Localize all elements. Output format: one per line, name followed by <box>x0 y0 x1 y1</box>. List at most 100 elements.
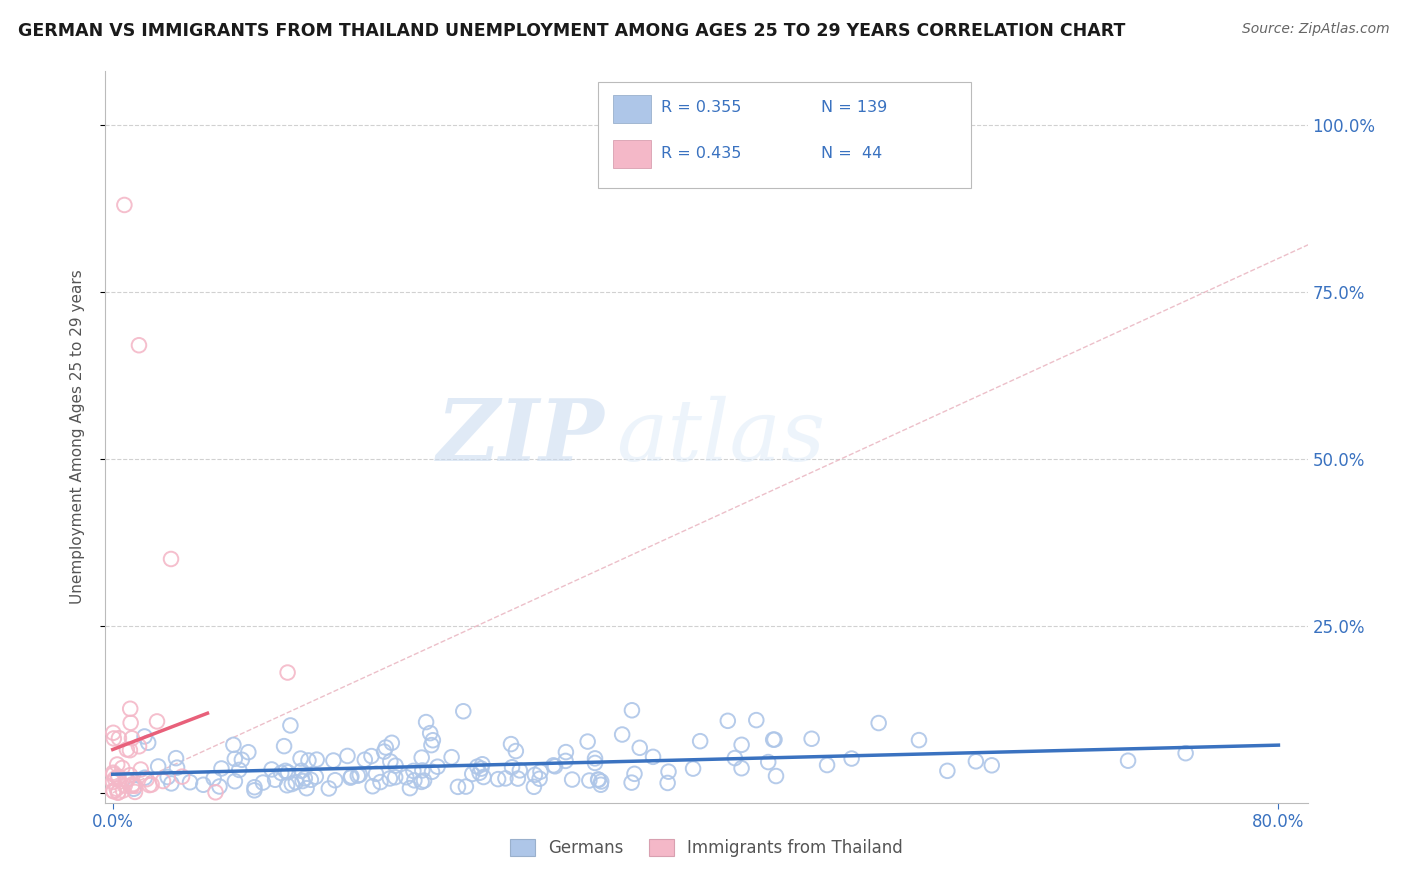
Point <box>370 775 392 789</box>
Point <box>104 772 127 786</box>
Point <box>641 749 664 764</box>
Point <box>204 785 226 799</box>
Point <box>121 778 143 792</box>
Point <box>290 751 312 765</box>
Point <box>243 780 266 795</box>
Point <box>295 781 318 796</box>
Point <box>121 731 143 746</box>
Point <box>470 762 492 776</box>
Point <box>657 776 679 790</box>
Point <box>121 779 143 793</box>
Point <box>980 758 1002 772</box>
Point <box>689 734 711 748</box>
Point <box>252 775 274 789</box>
Point <box>231 753 253 767</box>
Point <box>868 716 890 731</box>
Legend: Germans, Immigrants from Thailand: Germans, Immigrants from Thailand <box>503 832 910 864</box>
Point <box>523 768 546 782</box>
Point <box>472 770 495 784</box>
Point <box>440 750 463 764</box>
Point <box>815 758 838 772</box>
Point <box>471 757 494 772</box>
Point <box>122 781 145 796</box>
Point <box>107 785 129 799</box>
Point <box>318 781 340 796</box>
Point <box>361 779 384 793</box>
Point <box>103 731 125 746</box>
Point <box>529 764 551 779</box>
Point <box>841 751 863 765</box>
Point <box>134 771 156 785</box>
Point <box>965 755 987 769</box>
Point <box>453 704 475 718</box>
Point <box>378 772 401 786</box>
Point <box>322 754 344 768</box>
Point <box>499 737 522 751</box>
Point <box>529 772 551 786</box>
Point <box>756 755 779 769</box>
Point <box>349 768 371 782</box>
Point <box>554 745 576 759</box>
Point <box>112 198 135 212</box>
Point <box>415 715 437 730</box>
Point <box>411 750 433 764</box>
Point <box>576 734 599 748</box>
Point <box>238 745 260 759</box>
Point <box>486 772 509 786</box>
Point <box>447 780 470 794</box>
Point <box>128 338 150 352</box>
Point <box>118 743 141 757</box>
Point <box>465 759 488 773</box>
Point <box>346 769 368 783</box>
FancyBboxPatch shape <box>613 140 651 168</box>
Point <box>111 783 134 797</box>
Point <box>284 775 307 789</box>
Point <box>908 733 931 747</box>
Point <box>762 732 785 747</box>
Point <box>364 767 387 781</box>
Point <box>336 748 359 763</box>
Text: N =  44: N = 44 <box>821 145 882 161</box>
Point <box>657 764 679 779</box>
Point <box>108 731 131 746</box>
Point <box>114 779 136 793</box>
Point <box>420 738 443 752</box>
Point <box>141 778 163 792</box>
Point <box>160 552 183 566</box>
Point <box>413 773 436 788</box>
Point <box>294 772 316 786</box>
Point <box>138 778 160 792</box>
Point <box>202 772 225 786</box>
Point <box>494 772 516 786</box>
Point <box>120 715 142 730</box>
Point <box>305 770 328 784</box>
Point <box>402 764 425 778</box>
Text: GERMAN VS IMMIGRANTS FROM THAILAND UNEMPLOYMENT AMONG AGES 25 TO 29 YEARS CORREL: GERMAN VS IMMIGRANTS FROM THAILAND UNEMP… <box>18 22 1126 40</box>
Point <box>120 702 142 716</box>
Point <box>264 772 287 787</box>
Point <box>299 772 322 787</box>
Point <box>730 761 752 775</box>
Point <box>297 754 319 768</box>
Point <box>105 757 128 772</box>
Point <box>589 778 612 792</box>
Point <box>208 780 231 794</box>
Point <box>270 766 292 780</box>
Y-axis label: Unemployment Among Ages 25 to 29 years: Unemployment Among Ages 25 to 29 years <box>70 269 84 605</box>
Point <box>124 779 146 793</box>
Point <box>103 767 125 781</box>
Point <box>1174 746 1197 760</box>
Point <box>124 785 146 799</box>
Point <box>103 765 125 780</box>
Point <box>165 751 187 765</box>
Point <box>745 713 768 727</box>
Point <box>800 731 823 746</box>
Text: R = 0.435: R = 0.435 <box>661 145 741 161</box>
Point <box>291 774 314 789</box>
Point <box>454 780 477 794</box>
Point <box>103 784 125 798</box>
Point <box>509 764 531 778</box>
Point <box>384 770 406 784</box>
Point <box>501 760 523 774</box>
Point <box>101 775 124 789</box>
